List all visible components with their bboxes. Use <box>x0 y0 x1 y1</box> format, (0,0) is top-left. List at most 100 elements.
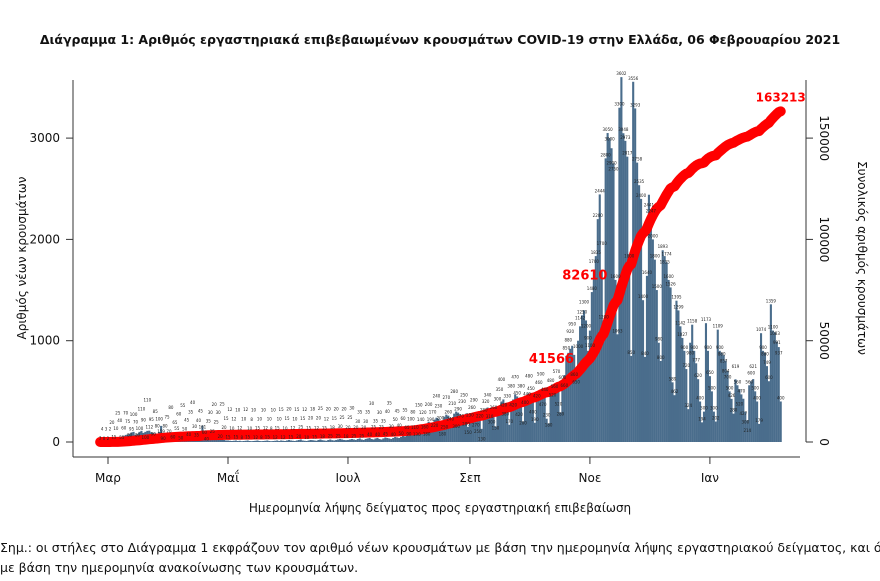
bar <box>301 440 304 442</box>
bar-value-label: 25 <box>359 433 365 438</box>
bar-value-label: 190 <box>427 417 435 422</box>
bar <box>439 421 442 442</box>
bar-value-label: 55 <box>402 407 408 412</box>
bar-value-label: 2400 <box>636 193 647 198</box>
bar-value-label: 1142 <box>575 316 586 321</box>
bar-value-label: 2750 <box>608 167 619 172</box>
bar <box>449 417 452 442</box>
bar-value-label: 250 <box>460 392 468 397</box>
bar-value-label: 1600 <box>664 274 675 279</box>
bar <box>679 326 682 442</box>
bar-value-label: 20 <box>109 420 115 425</box>
bar <box>223 439 226 442</box>
bar-value-label: 270 <box>456 413 464 418</box>
bar <box>773 332 776 442</box>
bar-value-label: 100 <box>142 435 150 440</box>
bar-value-label: 1800 <box>650 254 661 259</box>
bar-value-label: 30 <box>338 424 344 429</box>
bar-value-label: 15 <box>332 416 338 421</box>
bar-value-label: 260 <box>444 410 452 415</box>
bar-value-label: 0 <box>103 436 106 441</box>
bar-value-label: 619 <box>732 364 740 369</box>
bar <box>767 381 770 442</box>
bar-value-label: 60 <box>170 435 176 440</box>
bar <box>211 439 214 442</box>
bar-value-label: 2800 <box>601 152 612 157</box>
bar <box>472 412 475 442</box>
bar-value-label: 1835 <box>660 259 671 264</box>
y-tick-label: 0 <box>52 435 60 449</box>
bar <box>675 300 678 442</box>
bar-value-label: 12 <box>253 435 259 440</box>
bar-value-label: 500 <box>751 385 759 390</box>
bar-value-label: 440 <box>541 387 549 392</box>
bar-value-label: 140 <box>417 417 425 422</box>
bar <box>464 413 468 442</box>
bar-value-label: 180 <box>545 422 553 427</box>
bar <box>370 438 373 442</box>
bar <box>630 355 633 442</box>
bar <box>480 428 483 442</box>
bar-value-label: 427 <box>740 411 748 416</box>
bar <box>575 376 578 442</box>
bar <box>264 440 267 442</box>
bar <box>476 416 479 442</box>
bar-value-label: 12 <box>237 426 243 431</box>
bar-value-label: 15 <box>294 407 300 412</box>
bar <box>655 290 658 442</box>
bar-value-label: 15 <box>223 416 229 421</box>
bar <box>413 430 416 442</box>
bar <box>618 107 621 443</box>
bar <box>516 396 519 443</box>
bar <box>461 418 464 442</box>
bar <box>712 411 715 442</box>
bar-value-label: 420 <box>515 412 523 417</box>
bar-value-label: 1300 <box>579 300 590 305</box>
bar-value-label: 12 <box>263 426 269 431</box>
bar-value-label: 2758 <box>632 157 643 162</box>
bar-value-label: 15 <box>111 434 117 439</box>
bar-value-label: 60 <box>176 412 182 417</box>
bar-value-label: 40 <box>117 418 123 423</box>
bar <box>280 440 283 442</box>
bar <box>569 348 572 442</box>
bar <box>309 439 312 442</box>
bar <box>514 394 517 442</box>
bar-value-label: 300 <box>741 419 749 424</box>
bar <box>230 440 233 442</box>
bar <box>699 401 702 442</box>
bar-value-label: 621 <box>749 364 757 369</box>
bar-value-label: 560 <box>745 379 753 384</box>
bar-value-label: 2000 <box>648 233 659 238</box>
bar <box>661 250 664 442</box>
bar-value-label: 12 <box>243 407 249 412</box>
bar-value-label: 15 <box>233 434 239 439</box>
bar <box>573 354 576 442</box>
bar-value-label: 520 <box>549 393 557 398</box>
bar <box>419 427 422 442</box>
bar-value-label: 324 <box>684 403 692 408</box>
bar-value-label: 500 <box>726 385 734 390</box>
bar <box>588 330 591 442</box>
bar <box>537 395 540 442</box>
bar-value-label: 1526 <box>665 281 676 286</box>
bar <box>693 350 696 442</box>
bar-value-label: 10 <box>292 417 298 422</box>
bar-value-label: 15 <box>225 434 231 439</box>
bar <box>765 366 768 442</box>
bar-value-label: 650 <box>706 370 714 375</box>
bar-value-label: 15 <box>255 425 261 430</box>
bar-value-label: 2 <box>109 427 112 432</box>
bar-value-label: 90 <box>161 436 167 441</box>
bar <box>240 441 243 442</box>
bar-value-label: 462 <box>671 389 679 394</box>
bar <box>348 439 351 442</box>
bar-value-label: 1173 <box>701 317 712 322</box>
bar-value-label: 40 <box>375 432 381 437</box>
bar-value-label: 15 <box>284 416 290 421</box>
bar-value-label: 45 <box>383 431 389 436</box>
bar-value-label: 25 <box>318 406 324 411</box>
bar-value-label: 400 <box>529 409 537 414</box>
bar <box>398 437 401 442</box>
